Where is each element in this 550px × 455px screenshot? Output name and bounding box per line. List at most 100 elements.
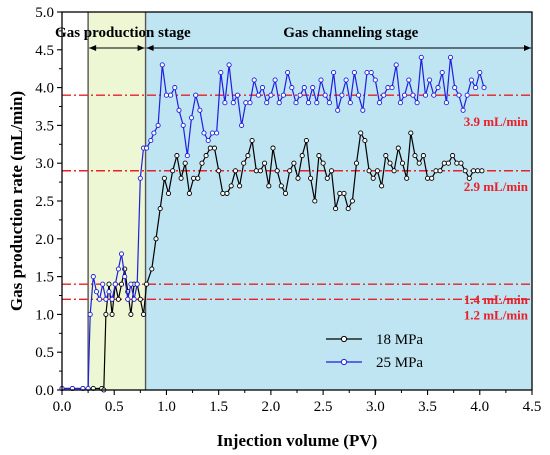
arrowhead-left-icon: [146, 45, 154, 51]
data-point-25-mpa: [310, 85, 316, 91]
data-point-25-mpa: [239, 122, 245, 128]
data-point-25-mpa: [381, 92, 387, 98]
data-point-18-mpa: [228, 183, 234, 189]
data-point-25-mpa: [422, 92, 429, 98]
data-point-25-mpa: [364, 69, 370, 76]
data-point-25-mpa: [343, 77, 349, 83]
data-point-25-mpa: [410, 92, 416, 98]
data-point-18-mpa: [170, 168, 176, 174]
x-tick-label: 0.5: [105, 399, 124, 415]
data-point-25-mpa: [134, 281, 140, 287]
legend-marker-25mpa: [340, 358, 348, 366]
data-point-18-mpa: [249, 137, 255, 144]
data-point-25-mpa: [87, 311, 93, 317]
data-point-25-mpa: [431, 92, 437, 98]
data-point-25-mpa: [406, 77, 412, 83]
data-point-25-mpa: [439, 69, 445, 76]
data-point-18-mpa: [137, 296, 143, 302]
data-point-18-mpa: [216, 168, 222, 174]
data-point-18-mpa: [274, 168, 280, 174]
stage-labels: Gas production stage Gas channeling stage: [55, 25, 531, 51]
data-point-25-mpa: [205, 137, 211, 144]
data-point-18-mpa: [425, 175, 431, 181]
x-tick-label: 3.5: [418, 399, 437, 415]
data-point-25-mpa: [97, 296, 103, 302]
data-point-25-mpa: [168, 92, 174, 98]
data-point-18-mpa: [182, 160, 188, 166]
stage-region-gas-production-stage: [88, 12, 146, 390]
data-point-18-mpa: [109, 311, 115, 317]
data-point-18-mpa: [312, 198, 318, 204]
data-point-25-mpa: [301, 85, 307, 91]
data-point-25-mpa: [372, 77, 378, 83]
data-point-25-mpa: [201, 130, 207, 136]
data-point-18-mpa: [333, 206, 339, 212]
data-point-25-mpa: [468, 77, 474, 83]
data-point-18-mpa: [437, 168, 443, 174]
data-point-18-mpa: [149, 266, 155, 272]
data-point-25-mpa: [159, 62, 165, 68]
data-point-18-mpa: [462, 168, 468, 174]
data-point-25-mpa: [389, 85, 395, 91]
data-point-18-mpa: [237, 183, 243, 189]
data-point-18-mpa: [195, 175, 201, 181]
data-point-25-mpa: [414, 100, 420, 106]
data-point-25-mpa: [264, 100, 270, 106]
data-point-25-mpa: [151, 130, 157, 136]
data-point-25-mpa: [125, 296, 131, 302]
reference-label-2-9-ml-min: 2.9 mL/min: [464, 179, 529, 194]
reference-lines: [62, 94, 532, 300]
data-point-18-mpa: [165, 190, 172, 196]
data-point-18-mpa: [479, 168, 485, 174]
y-tick-label: 1.5: [35, 270, 54, 286]
data-point-18-mpa: [341, 190, 347, 196]
data-point-25-mpa: [356, 92, 362, 98]
y-axis-title: Gas production rate (mL/min): [7, 91, 26, 311]
data-point-25-mpa: [339, 92, 345, 98]
data-point-25-mpa: [144, 145, 150, 151]
data-point-25-mpa: [289, 85, 295, 91]
series-layer: [59, 54, 487, 393]
data-point-18-mpa: [349, 198, 355, 204]
data-point-18-mpa: [345, 206, 351, 212]
data-point-25-mpa: [103, 296, 109, 302]
data-point-25-mpa: [251, 77, 257, 83]
legend: 18 MPa 25 MPa: [326, 332, 423, 371]
data-point-25-mpa: [418, 54, 424, 60]
data-point-18-mpa: [103, 311, 109, 317]
data-point-18-mpa: [211, 145, 218, 151]
data-point-25-mpa: [109, 296, 115, 302]
data-point-25-mpa: [255, 92, 261, 98]
data-point-25-mpa: [456, 92, 462, 98]
stage-label-gas-channeling-stage: Gas channeling stage: [283, 25, 418, 41]
data-point-18-mpa: [115, 296, 121, 302]
arrowhead-right-icon: [524, 45, 531, 51]
data-point-18-mpa: [308, 175, 314, 181]
legend-marker-18mpa: [340, 335, 348, 343]
y-tick-label: 0.0: [35, 383, 54, 399]
data-point-18-mpa: [429, 175, 435, 181]
data-point-18-mpa: [366, 168, 372, 174]
data-point-18-mpa: [278, 183, 284, 189]
data-point-25-mpa: [477, 69, 483, 76]
x-tick-label: 2.0: [262, 399, 281, 415]
data-point-18-mpa: [232, 168, 238, 174]
data-point-25-mpa: [335, 107, 341, 113]
data-point-25-mpa: [172, 85, 178, 91]
data-point-18-mpa: [106, 281, 112, 287]
data-point-25-mpa: [272, 77, 278, 83]
data-point-25-mpa: [368, 69, 374, 76]
y-tick-label: 4.5: [35, 43, 54, 59]
reference-label-1-4-ml-min: 1.4 mL/min: [464, 292, 529, 307]
data-point-18-mpa: [316, 153, 322, 159]
data-point-18-mpa: [412, 153, 418, 159]
data-point-25-mpa: [473, 85, 479, 91]
data-point-18-mpa: [174, 153, 180, 159]
x-tick-label: 1.5: [209, 399, 228, 415]
data-point-18-mpa: [157, 206, 163, 212]
stage-backgrounds: [87, 12, 533, 390]
data-point-18-mpa: [466, 175, 472, 181]
data-point-25-mpa: [460, 107, 466, 113]
data-point-25-mpa: [137, 175, 143, 181]
